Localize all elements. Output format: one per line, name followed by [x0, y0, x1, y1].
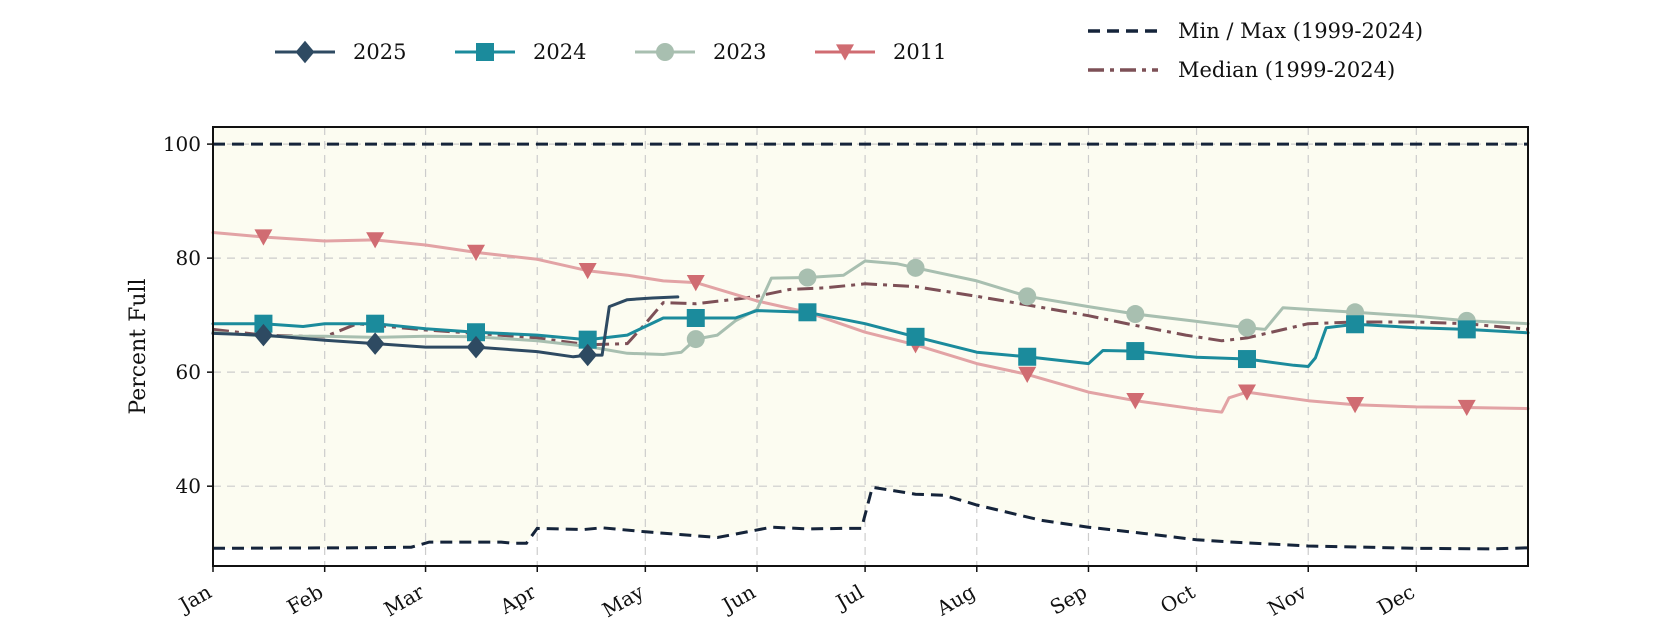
data-point-marker — [1346, 315, 1365, 334]
legend-reference-item-0: Min / Max (1999-2024) — [1088, 19, 1423, 43]
legend-item-2023: 2023 — [635, 40, 766, 64]
data-point-marker — [686, 308, 705, 327]
plot-area — [211, 127, 1530, 566]
legend-label: 2024 — [533, 40, 586, 64]
legend-marker-swatch — [295, 40, 315, 64]
legend-item-2024: 2024 — [455, 40, 586, 64]
data-point-marker — [1237, 384, 1256, 401]
legend-marker-swatch — [836, 44, 854, 61]
legend-label: 2011 — [893, 40, 946, 64]
plot-frame — [212, 126, 1529, 567]
y-tick-label: 80 — [176, 246, 201, 270]
y-axis-label: Percent Full — [126, 278, 151, 414]
data-point-marker — [254, 229, 273, 246]
data-point-marker — [1126, 393, 1145, 410]
legend-item-2025: 2025 — [275, 40, 406, 64]
series-line — [211, 259, 1530, 356]
legend-label: Median (1999-2024) — [1178, 58, 1395, 82]
legend-marker-swatch — [476, 43, 494, 61]
y-tick-label: 40 — [176, 474, 201, 498]
x-tick-label: Dec — [1373, 580, 1419, 620]
data-point-marker — [906, 258, 925, 277]
data-point-marker — [798, 268, 817, 287]
x-tick-label: Jul — [830, 580, 867, 615]
data-point-marker — [366, 232, 385, 249]
x-tick-label: Oct — [1156, 580, 1199, 619]
x-tick-label: Nov — [1263, 579, 1311, 621]
data-point-marker — [578, 343, 598, 367]
series-2011 — [211, 229, 1530, 417]
data-point-marker — [1126, 342, 1145, 361]
data-point-marker — [467, 244, 485, 261]
x-tick-label: Jun — [717, 579, 760, 618]
data-point-marker — [466, 335, 486, 359]
y-tick-label: 100 — [163, 132, 201, 156]
data-point-marker — [1237, 318, 1256, 337]
gridlines — [213, 127, 1528, 566]
x-tick-label: Feb — [283, 580, 327, 619]
x-tick-label: Mar — [380, 579, 429, 621]
min-line — [212, 485, 1529, 551]
legend-marker-swatch — [656, 43, 674, 61]
x-tick-label: Aug — [932, 579, 980, 620]
data-point-marker — [365, 332, 385, 355]
data-point-marker — [686, 330, 705, 349]
y-tick-label: 60 — [176, 360, 201, 384]
legend-label: 2025 — [353, 40, 406, 64]
data-point-marker — [467, 323, 485, 342]
legend-label: 2023 — [713, 40, 766, 64]
series-2024 — [211, 303, 1530, 369]
data-point-marker — [906, 327, 925, 346]
data-point-marker — [253, 323, 273, 347]
data-point-marker — [1018, 366, 1037, 383]
below-min-region — [213, 487, 1528, 566]
x-tick-label: May — [598, 579, 648, 622]
x-tick-label: Jan — [173, 579, 215, 617]
series-2025 — [211, 295, 680, 367]
legend-label: Min / Max (1999-2024) — [1178, 19, 1423, 43]
data-point-marker — [1457, 399, 1476, 417]
legend-item-2011: 2011 — [815, 40, 946, 64]
data-point-marker — [1346, 397, 1365, 414]
series-line — [211, 295, 680, 359]
series-line — [211, 231, 1530, 414]
legend: 2025 2024 2023 2011 Min / Max (1999-2024) Med… — [275, 19, 1423, 82]
data-point-marker — [1018, 287, 1037, 306]
series-line — [211, 309, 1530, 368]
data-point-marker — [1457, 320, 1476, 339]
data-point-marker — [578, 263, 597, 280]
data-point-marker — [1126, 305, 1145, 324]
data-point-marker — [686, 274, 705, 292]
data-point-marker — [798, 303, 817, 322]
data-point-marker — [366, 314, 385, 333]
data-point-marker — [578, 330, 597, 349]
data-point-marker — [1237, 350, 1256, 369]
x-tick-label: Apr — [495, 579, 540, 619]
data-point-marker — [254, 314, 273, 333]
legend-reference-item-1: Median (1999-2024) — [1088, 58, 1395, 82]
data-point-marker — [1018, 347, 1037, 366]
x-tick-label: Sep — [1046, 580, 1091, 620]
